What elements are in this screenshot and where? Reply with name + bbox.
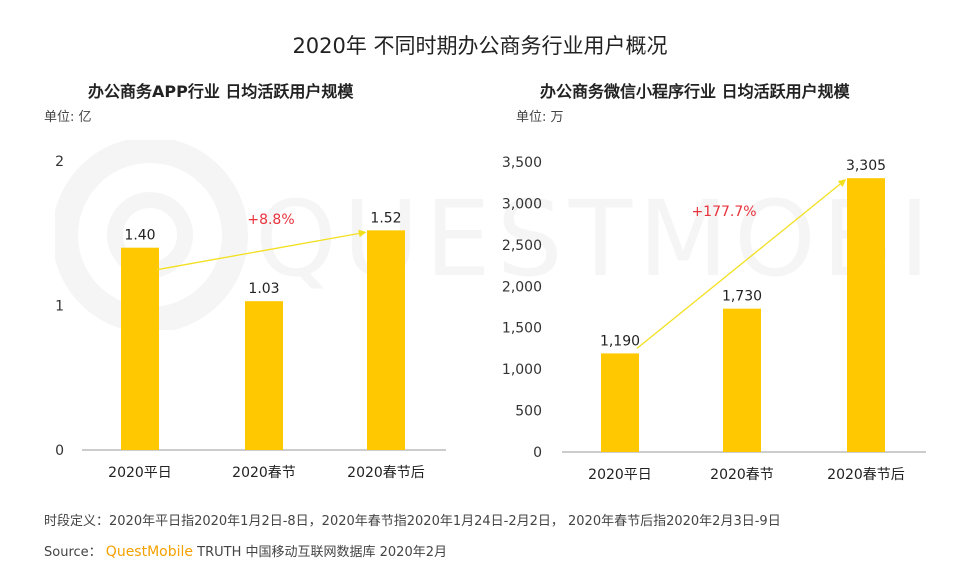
chart1-value-label: 1.40: [124, 228, 155, 244]
chart2-bar: [601, 353, 639, 452]
chart2-bar: [847, 178, 885, 452]
chart1-bar: [121, 247, 159, 450]
chart1-title: 办公商务APP行业 日均活跃用户规模: [88, 82, 354, 101]
chart2-ytick-label: 1,000: [502, 362, 542, 378]
footer-source: Source： QuestMobile TRUTH 中国移动互联网数据库 202…: [44, 541, 447, 560]
chart2-ytick-label: 2,500: [502, 238, 542, 254]
chart2-value-label: 1,730: [722, 289, 762, 305]
chart2-category-label: 2020春节后: [827, 467, 905, 483]
chart2-ytick-label: 3,000: [502, 196, 542, 212]
chart1-category-label: 2020春节: [232, 465, 296, 481]
chart1-unit: 单位: 亿: [44, 110, 92, 125]
chart1-ytick-label: 2: [55, 154, 64, 170]
chart1-value-label: 1.03: [248, 281, 279, 297]
chart2-ytick-label: 500: [515, 404, 542, 420]
chart1-bar: [245, 301, 283, 450]
chart2-ytick-label: 0: [533, 445, 542, 461]
chart1-bar: [367, 230, 405, 450]
chart2-value-label: 1,190: [600, 333, 640, 349]
chart1-category-label: 2020平日: [108, 465, 172, 481]
chart1-growth-label: +8.8%: [247, 212, 294, 228]
chart2-title: 办公商务微信小程序行业 日均活跃用户规模: [540, 82, 850, 101]
source-brand: QuestMobile: [105, 544, 194, 560]
chart2-ytick-label: 2,000: [502, 279, 542, 295]
source-label: Source：: [44, 545, 102, 560]
chart2-growth-label: +177.7%: [691, 204, 756, 220]
chart1-value-label: 1.52: [370, 210, 401, 226]
chart1-ytick-label: 1: [55, 299, 64, 315]
chart2-growth-arrow: [636, 179, 847, 349]
chart2-unit: 单位: 万: [516, 110, 564, 125]
footer-definition: 时段定义：2020年平日指2020年1月2日-8日，2020年春节指2020年1…: [44, 514, 781, 529]
source-text: TRUTH 中国移动互联网数据库 2020年2月: [197, 545, 447, 560]
chart1-ytick-label: 0: [55, 443, 64, 459]
chart1-category-label: 2020春节后: [347, 465, 425, 481]
chart1-growth-arrow: [156, 229, 367, 271]
chart2-category-label: 2020平日: [588, 467, 652, 483]
chart2-bar: [723, 308, 761, 452]
chart2-category-label: 2020春节: [710, 467, 774, 483]
page-title: 2020年 不同时期办公商务行业用户概况: [292, 34, 668, 58]
chart2-ytick-label: 1,500: [502, 321, 542, 337]
chart2-value-label: 3,305: [846, 158, 886, 174]
chart2-ytick-label: 3,500: [502, 155, 542, 171]
